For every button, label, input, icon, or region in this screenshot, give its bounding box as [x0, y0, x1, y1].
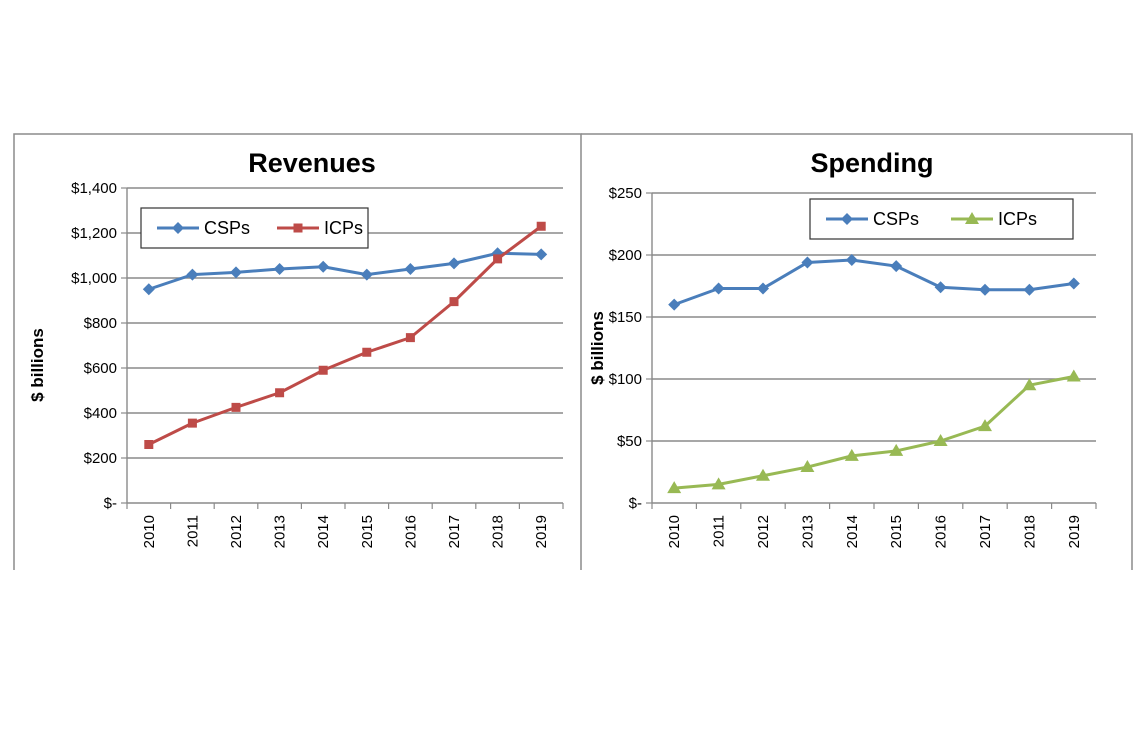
spending-y-tick-label: $150	[609, 309, 642, 326]
spending-y-tick-label: $100	[609, 371, 642, 388]
revenues-series-icps-point	[449, 297, 459, 307]
revenues-legend-icps-marker	[293, 223, 303, 233]
spending-x-tick-label: 2010	[666, 515, 683, 548]
spending-series-csps-point	[712, 282, 725, 295]
spending-x-tick-label: 2011	[711, 515, 728, 547]
spending-legend-icps-marker	[965, 212, 979, 224]
revenues-y-tick-label: $1,200	[71, 225, 117, 242]
revenues-series-icps-line	[148, 225, 543, 446]
spending-x-tick-label: 2012	[755, 515, 772, 548]
spending-chart-title: Spending	[811, 148, 934, 178]
revenues-legend-icps-label: ICPs	[324, 218, 363, 238]
revenues-y-tick-label: $1,000	[71, 270, 117, 287]
spending-series-icps-point	[800, 460, 815, 473]
spending-series-icps-point	[756, 468, 770, 481]
spending-y-tick-label: $200	[609, 247, 642, 264]
revenues-x-tick-label: 2011	[184, 515, 201, 547]
spending-series-icps-point	[978, 419, 992, 432]
spending-series-csps-point	[1023, 283, 1036, 296]
revenues-series-csps-point	[273, 263, 286, 275]
spending-legend-csps-marker	[841, 213, 853, 225]
revenues-panel-frame	[13, 133, 582, 570]
spending-series-csps-point	[845, 253, 858, 266]
revenues-series-icps-point	[231, 402, 241, 412]
revenues-series-icps-point	[318, 365, 328, 375]
spending-series-csps-point	[1067, 277, 1080, 290]
revenues-series-icps-point	[275, 388, 285, 398]
spending-x-tick-label: 2018	[1021, 515, 1038, 548]
spending-series-icps-point	[933, 434, 948, 446]
revenues-y-tick-label: $1,400	[71, 180, 117, 197]
revenues-x-tick-label: 2015	[359, 515, 376, 548]
revenues-series-csps-point	[142, 283, 155, 296]
spending-series-icps-line	[674, 375, 1075, 490]
revenues-x-tick-label: 2018	[490, 515, 507, 548]
spending-legend: CSPs ICPs	[809, 198, 1074, 240]
spending-y-axis-title: $ billions	[588, 311, 607, 385]
revenues-y-axis-title: $ billions	[28, 328, 47, 402]
revenues-chart-title: Revenues	[248, 148, 376, 178]
spending-series-csps-point	[979, 283, 991, 296]
spending-x-tick-label: 2015	[888, 515, 905, 548]
spending-series-icps-point	[1022, 378, 1037, 391]
revenues-legend: CSPs ICPs	[140, 207, 369, 249]
revenues-y-tick-label: $-	[104, 495, 117, 512]
revenues-series-icps-point	[405, 333, 415, 343]
revenues-x-tick-label: 2016	[402, 515, 419, 548]
revenues-series-csps-point	[535, 248, 548, 261]
spending-y-tick-label: $50	[617, 433, 642, 450]
revenues-legend-csps-label: CSPs	[204, 218, 250, 238]
revenues-x-tick-label: 2014	[315, 515, 332, 548]
spending-y-tick-label: $-	[629, 495, 642, 512]
spending-legend-icps-label: ICPs	[998, 209, 1037, 229]
spending-series-icps-point	[667, 481, 682, 494]
revenues-x-tick-label: 2019	[533, 515, 550, 548]
revenues-y-tick-label: $400	[84, 405, 117, 422]
revenues-y-tick-label: $600	[84, 360, 117, 377]
revenues-series-csps-point	[230, 266, 242, 279]
revenues-series-icps-point	[144, 440, 154, 449]
spending-panel-frame	[581, 133, 1133, 570]
revenues-series-csps-point	[186, 268, 199, 281]
spending-series-csps-line	[673, 258, 1075, 307]
revenues-series-csps-point	[448, 257, 460, 270]
revenues-series-icps-point	[536, 221, 546, 231]
spending-series-csps-point	[890, 260, 903, 273]
spending-series-csps-point	[934, 281, 947, 294]
revenues-x-tick-label: 2013	[272, 515, 289, 548]
spending-series-csps-point	[668, 298, 681, 311]
spending-series-icps-point	[711, 477, 726, 490]
revenues-series-icps-point	[493, 254, 503, 264]
revenues-x-tick-label: 2010	[141, 515, 158, 548]
revenues-series-csps-line	[148, 251, 542, 291]
revenues-series-icps-point	[187, 418, 197, 428]
spending-x-tick-label: 2016	[933, 515, 950, 548]
spending-series-csps-point	[757, 282, 769, 295]
spending-series-icps-point	[1066, 369, 1081, 382]
spending-series-csps-point	[801, 256, 814, 269]
spending-x-tick-label: 2019	[1066, 515, 1083, 548]
revenues-x-tick-label: 2017	[446, 515, 463, 548]
revenues-legend-csps-marker	[172, 222, 184, 234]
revenues-series-csps-point	[317, 260, 330, 273]
revenues-series-csps-point	[404, 263, 417, 275]
spending-x-tick-label: 2017	[977, 515, 994, 548]
spending-series-icps-point	[889, 443, 904, 456]
spending-x-tick-label: 2013	[799, 515, 816, 548]
spending-chart: Spending $- $50 $100 $150 $200 $250 2010 2011 201…	[588, 148, 1097, 548]
spending-legend-csps-label: CSPs	[873, 209, 919, 229]
revenues-y-tick-label: $200	[84, 450, 117, 467]
revenues-series-csps-point	[360, 268, 373, 281]
spending-y-tick-label: $250	[609, 185, 642, 202]
revenues-series-icps-point	[362, 347, 372, 357]
revenues-y-tick-label: $800	[84, 315, 117, 332]
spending-series-icps-point	[844, 448, 859, 461]
revenues-chart: Revenues $- $200 $400 $600 $800 $1,000 $1,200 $1…	[28, 148, 564, 548]
revenues-x-tick-label: 2012	[228, 515, 245, 548]
spending-x-tick-label: 2014	[844, 515, 861, 548]
